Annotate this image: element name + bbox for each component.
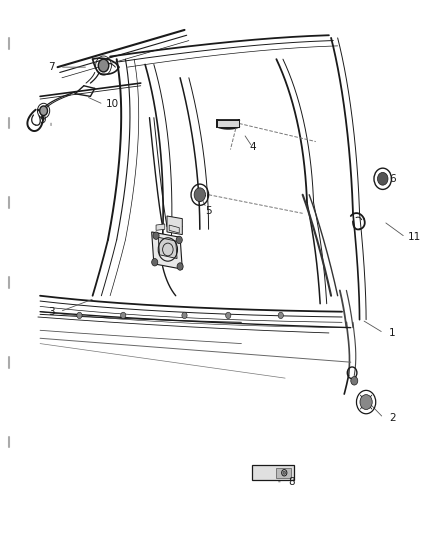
Text: 8: 8	[288, 477, 294, 487]
Polygon shape	[275, 468, 290, 478]
Polygon shape	[158, 237, 177, 259]
Circle shape	[350, 376, 357, 385]
Circle shape	[359, 394, 371, 409]
Polygon shape	[155, 224, 164, 230]
Text: 1: 1	[388, 328, 395, 338]
Circle shape	[377, 172, 387, 185]
Text: 10: 10	[106, 99, 119, 109]
Polygon shape	[151, 232, 182, 269]
Text: 3: 3	[48, 306, 54, 317]
Circle shape	[98, 59, 109, 72]
Circle shape	[278, 312, 283, 319]
Text: 5: 5	[205, 206, 212, 216]
Circle shape	[151, 259, 157, 266]
Circle shape	[39, 106, 47, 116]
Polygon shape	[252, 465, 293, 480]
Text: 9: 9	[39, 115, 46, 125]
Circle shape	[194, 188, 205, 201]
Circle shape	[120, 312, 126, 319]
Circle shape	[77, 312, 82, 319]
Text: 6: 6	[388, 174, 395, 184]
Circle shape	[152, 232, 159, 239]
Circle shape	[181, 312, 187, 319]
Text: 2: 2	[388, 413, 395, 423]
Polygon shape	[217, 120, 239, 127]
Circle shape	[283, 471, 285, 474]
Text: 7: 7	[48, 62, 54, 72]
Text: 11: 11	[407, 232, 420, 243]
Circle shape	[176, 236, 182, 244]
Circle shape	[177, 263, 183, 270]
Polygon shape	[169, 225, 179, 233]
Circle shape	[225, 312, 230, 319]
Text: 4: 4	[248, 142, 255, 152]
Polygon shape	[166, 216, 182, 235]
